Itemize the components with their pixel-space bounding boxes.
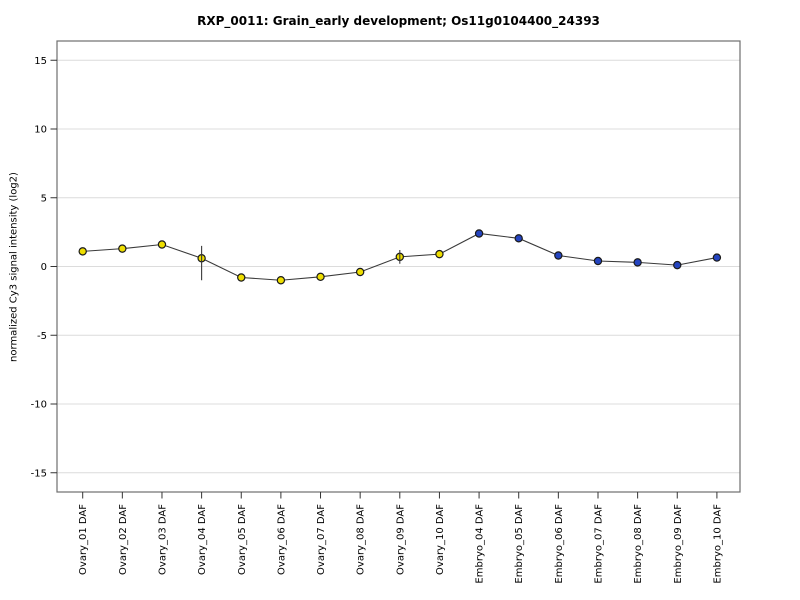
- x-tick-label: Ovary_01 DAF: [78, 504, 89, 575]
- data-point-ovary: [157, 240, 167, 249]
- data-point-ovary: [118, 244, 127, 253]
- y-tick-label: 10: [34, 125, 47, 136]
- data-point-ovary: [355, 267, 365, 277]
- data-point-embryo: [474, 229, 484, 238]
- y-tick-label: 15: [34, 56, 47, 67]
- data-point-embryo: [593, 256, 603, 266]
- x-tick-label: Ovary_02 DAF: [118, 504, 129, 575]
- x-tick-label: Embryo_05 DAF: [514, 504, 525, 584]
- x-tick-label: Ovary_04 DAF: [197, 504, 208, 575]
- data-point-embryo: [554, 251, 563, 260]
- x-tick-label: Embryo_06 DAF: [554, 504, 565, 584]
- x-tick-label: Ovary_05 DAF: [237, 504, 248, 575]
- data-point-ovary: [78, 247, 87, 256]
- x-tick-label: Ovary_07 DAF: [316, 504, 327, 575]
- data-point-ovary: [276, 276, 286, 285]
- y-tick-label: -10: [31, 400, 47, 411]
- x-tick-label: Ovary_09 DAF: [395, 504, 406, 575]
- y-tick-label: 0: [41, 262, 47, 273]
- chart-title: RXP_0011: Grain_early development; Os11g…: [197, 14, 600, 28]
- data-point-embryo: [514, 234, 523, 243]
- x-tick-label: Embryo_07 DAF: [593, 504, 604, 584]
- x-tick-label: Embryo_04 DAF: [475, 504, 486, 584]
- data-point-ovary: [316, 272, 325, 282]
- data-point-embryo: [712, 253, 722, 262]
- data-point-embryo: [633, 258, 642, 267]
- y-tick-label: -5: [37, 331, 47, 342]
- x-tick-label: Embryo_09 DAF: [673, 504, 684, 584]
- x-tick-label: Embryo_08 DAF: [633, 504, 644, 584]
- x-tick-label: Ovary_06 DAF: [276, 504, 287, 575]
- data-point-embryo: [673, 260, 682, 270]
- data-point-ovary: [435, 249, 444, 259]
- x-tick-label: Ovary_03 DAF: [157, 504, 168, 575]
- x-tick-label: Ovary_08 DAF: [356, 504, 367, 575]
- data-point-ovary: [237, 273, 246, 282]
- x-tick-label: Ovary_10 DAF: [435, 504, 446, 575]
- x-tick-label: Embryo_10 DAF: [712, 504, 723, 584]
- y-tick-label: 5: [41, 193, 47, 204]
- y-tick-label: -15: [31, 468, 47, 479]
